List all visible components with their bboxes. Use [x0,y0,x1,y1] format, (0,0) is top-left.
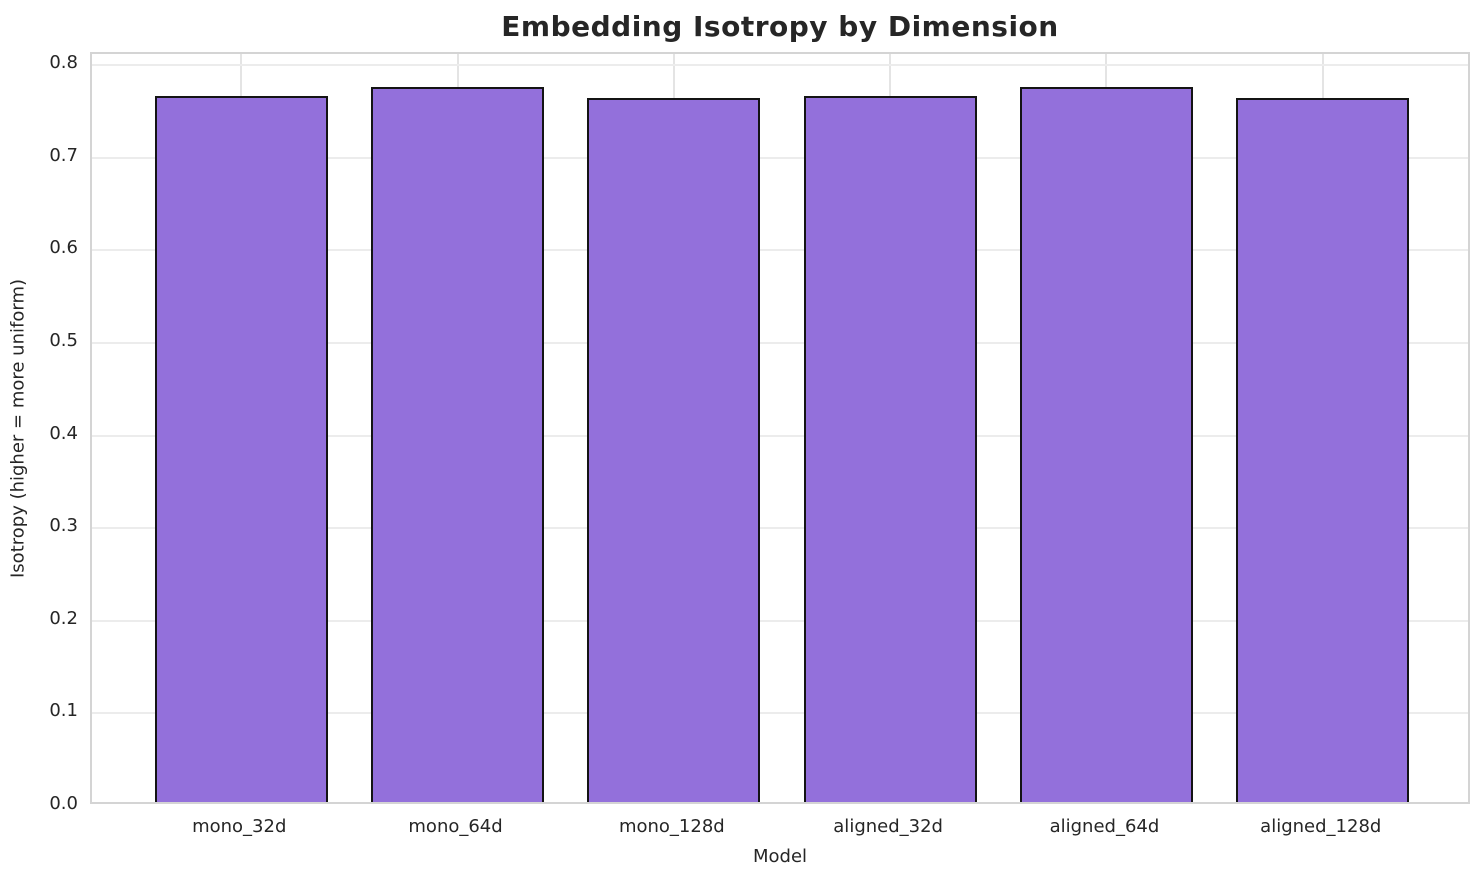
bar-mono_64d [371,87,545,802]
gridline-horizontal [92,527,1468,530]
gridline-horizontal [92,619,1468,622]
bar-aligned_32d [803,96,977,802]
gridline-horizontal [92,249,1468,252]
y-tick-label: 0.2 [49,607,78,629]
bar-mono_32d [154,96,328,802]
gridline-horizontal [92,341,1468,344]
x-tick-label-aligned_64d: aligned_64d [1049,816,1160,837]
x-tick-label-mono_32d: mono_32d [192,816,287,837]
x-axis-label: Model [752,846,808,867]
bar-aligned_64d [1019,87,1193,802]
gridline-horizontal [92,64,1468,67]
y-tick-label: 0.0 [49,793,78,814]
x-tick-label-mono_128d: mono_128d [618,816,725,837]
bar-mono_128d [587,98,761,802]
x-tick-label-aligned_32d: aligned_32d [833,816,943,837]
gridline-horizontal [92,156,1468,159]
y-tick-label: 0.4 [49,422,78,444]
y-tick-label: 0.1 [49,700,78,722]
plot-area [90,52,1470,804]
chart-title: Embedding Isotropy by Dimension [501,10,1059,43]
y-tick-label: 0.5 [49,329,78,351]
x-tick-label-mono_64d: mono_64d [408,816,503,837]
y-tick-label: 0.3 [49,515,78,537]
y-tick-label: 0.8 [49,52,78,74]
y-tick-label: 0.7 [49,144,78,166]
x-tick-label-aligned_128d: aligned_128d [1260,816,1382,837]
bar-aligned_128d [1236,98,1410,802]
gridline-horizontal [92,434,1468,437]
gridline-horizontal [92,712,1468,715]
y-tick-label: 0.6 [49,237,78,259]
